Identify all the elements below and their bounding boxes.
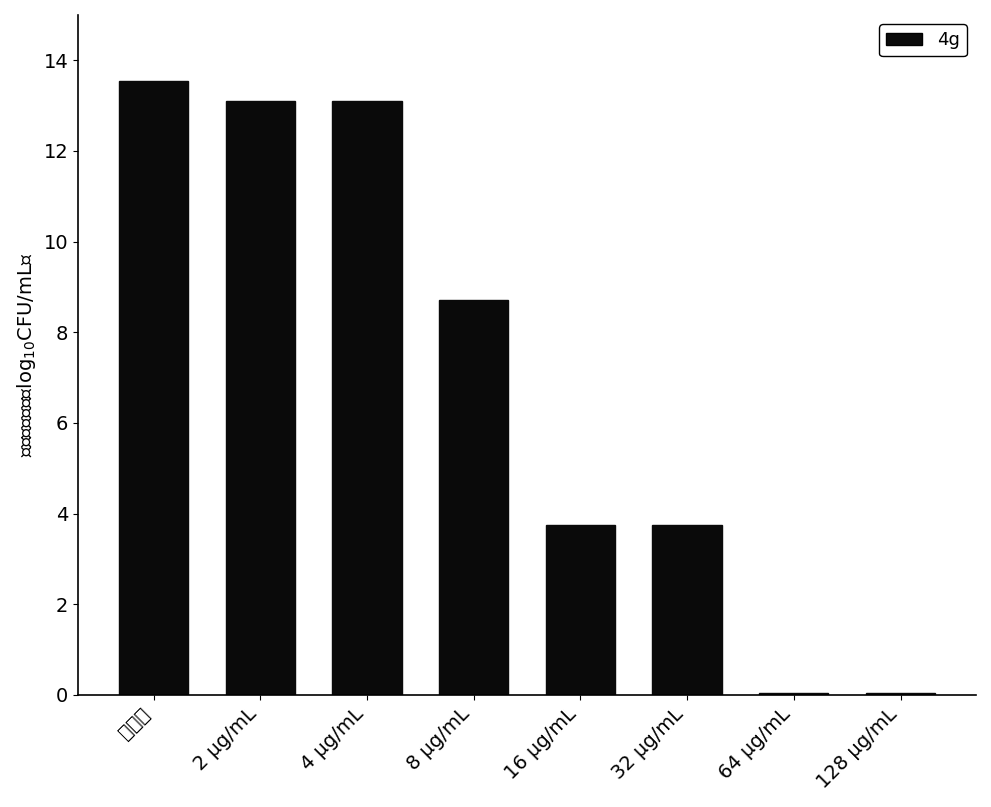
Bar bbox=[652, 525, 721, 695]
Bar bbox=[759, 692, 828, 695]
Bar bbox=[226, 101, 295, 695]
Legend: 4g: 4g bbox=[879, 24, 967, 56]
Bar bbox=[439, 299, 508, 695]
Bar bbox=[546, 525, 615, 695]
Bar bbox=[866, 692, 936, 695]
Bar bbox=[119, 81, 188, 695]
Y-axis label: 细菌的存活量（$\mathrm{log_{10}}$CFU/mL）: 细菌的存活量（$\mathrm{log_{10}}$CFU/mL） bbox=[15, 253, 38, 457]
Bar bbox=[332, 101, 401, 695]
